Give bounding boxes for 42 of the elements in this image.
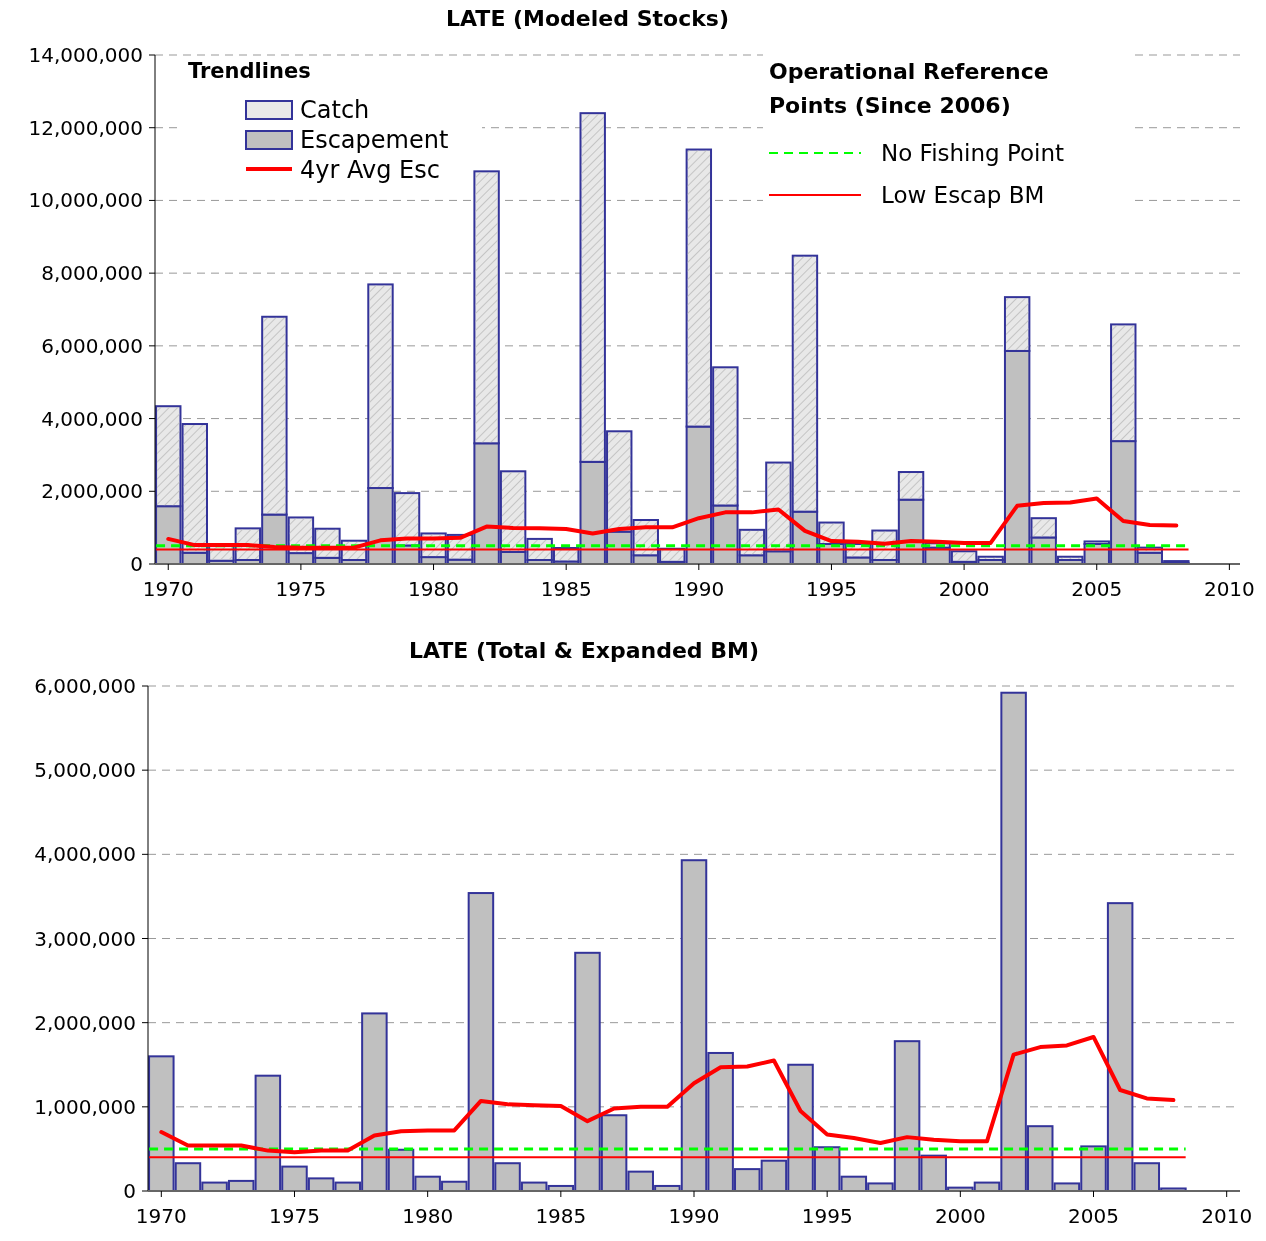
x-tick-label: 1985 [540,577,592,601]
y-tick-label: 6,000,000 [34,674,136,698]
x-tick-label: 1995 [806,577,857,601]
x-tick-label: 1990 [668,1204,720,1228]
y-tick-label: 2,000,000 [41,479,143,504]
x-tick-label: 1985 [535,1204,587,1228]
y-tick-label: 4,000,000 [41,406,143,431]
y-tick-label: 4,000,000 [34,842,136,867]
y-tick-label: 12,000,000 [28,115,143,140]
y-tick-label: 8,000,000 [41,261,143,286]
y-tick-label: 0 [123,1179,136,1203]
y-tick-label: 1,000,000 [34,1094,136,1119]
x-tick-label: 2000 [934,1204,986,1228]
x-tick-label: 1970 [142,577,194,601]
legend-label: Low Escap BM [881,182,1045,208]
legend-label: 4yr Avg Esc [300,156,440,184]
legend-label: Catch [300,96,370,124]
x-tick-label: 1975 [275,577,327,601]
legend-title: Trendlines [188,59,311,83]
x-tick-label: 1995 [801,1204,853,1228]
y-tick-label: 3,000,000 [34,926,136,951]
y-tick-label: 6,000,000 [41,333,143,358]
y-tick-label: 2,000,000 [34,1010,136,1035]
y-tick-label: 14,000,000 [28,43,143,67]
x-tick-label: 2005 [1071,577,1123,601]
y-tick-label: 0 [130,552,143,576]
x-tick-label: 1975 [269,1204,320,1228]
x-tick-label: 1980 [402,1204,454,1228]
y-tick-label: 5,000,000 [34,758,136,783]
x-tick-label: 2010 [1201,1204,1253,1228]
x-tick-label: 2000 [938,577,990,601]
x-tick-label: 1990 [673,577,725,601]
y-tick-label: 10,000,000 [28,188,143,213]
chart-title: LATE (Total & Expanded BM) [409,638,759,663]
x-tick-label: 1980 [408,577,459,601]
legend-label: No Fishing Point [881,140,1065,166]
x-tick-label: 2010 [1203,577,1255,601]
x-tick-label: 1970 [135,1204,187,1228]
chart-title: LATE (Modeled Stocks) [446,6,729,31]
annotation: Operational Reference Points (Since 2006) [769,59,1049,118]
legend-label: Escapement [300,126,449,154]
x-tick-label: 2005 [1068,1204,1119,1228]
